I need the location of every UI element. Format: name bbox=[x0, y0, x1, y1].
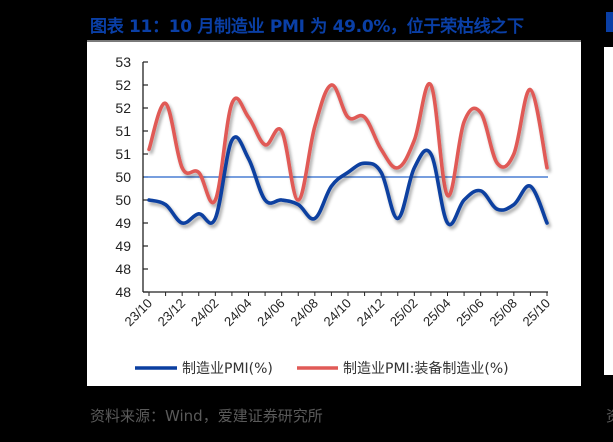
title-divider bbox=[87, 40, 581, 42]
y-tick-label: 48 bbox=[115, 284, 131, 300]
x-tick-label: 25/02 bbox=[387, 296, 421, 330]
y-tick-label: 51 bbox=[115, 123, 131, 139]
x-tick-label: 24/06 bbox=[254, 296, 288, 330]
legend: 制造业PMI(%) 制造业PMI:装备制造业(%) bbox=[135, 360, 509, 377]
next-source-note-fragment: 资 bbox=[606, 405, 613, 426]
y-axis: 53 52 52 51 51 50 50 49 49 48 48 bbox=[115, 54, 148, 300]
y-tick-label: 48 bbox=[115, 261, 131, 277]
legend-label: 制造业PMI:装备制造业(%) bbox=[343, 360, 509, 377]
x-tick-label: 24/04 bbox=[221, 296, 255, 330]
x-tick-label: 24/02 bbox=[188, 296, 222, 330]
y-tick-label: 52 bbox=[115, 100, 131, 116]
x-tick-label: 24/10 bbox=[321, 296, 355, 330]
x-tick-label: 25/10 bbox=[520, 296, 554, 330]
x-tick-label: 23/12 bbox=[155, 296, 189, 330]
y-tick-label: 51 bbox=[115, 146, 131, 162]
y-tick-label: 50 bbox=[115, 192, 131, 208]
legend-label: 制造业PMI(%) bbox=[182, 361, 273, 377]
y-tick-label: 53 bbox=[115, 54, 131, 70]
x-axis: 23/10 23/12 24/02 24/04 24/06 24/08 24/10 24/12… bbox=[122, 291, 554, 330]
y-tick-label: 49 bbox=[115, 215, 131, 231]
series-line bbox=[147, 81, 549, 205]
figure-title: 图表 11：10 月制造业 PMI 为 49.0%，位于荣枯线之下 bbox=[90, 17, 524, 37]
x-tick-label: 24/08 bbox=[287, 296, 321, 330]
y-tick-label: 52 bbox=[115, 77, 131, 93]
y-tick-label: 50 bbox=[115, 169, 131, 185]
series-line bbox=[147, 135, 549, 227]
y-tick-label: 49 bbox=[115, 238, 131, 254]
x-tick-label: 25/04 bbox=[420, 296, 454, 330]
x-tick-label: 25/06 bbox=[453, 296, 487, 330]
source-note: 资料来源：Wind，爱建证券研究所 bbox=[90, 407, 323, 425]
x-tick-label: 24/12 bbox=[354, 296, 388, 330]
series-lines bbox=[147, 81, 549, 227]
next-figure-title-fragment bbox=[606, 12, 613, 32]
x-tick-label: 25/08 bbox=[486, 296, 520, 330]
x-tick-label: 23/10 bbox=[122, 296, 156, 330]
chart-panel bbox=[87, 42, 581, 386]
next-chart-panel-fragment bbox=[604, 47, 613, 375]
